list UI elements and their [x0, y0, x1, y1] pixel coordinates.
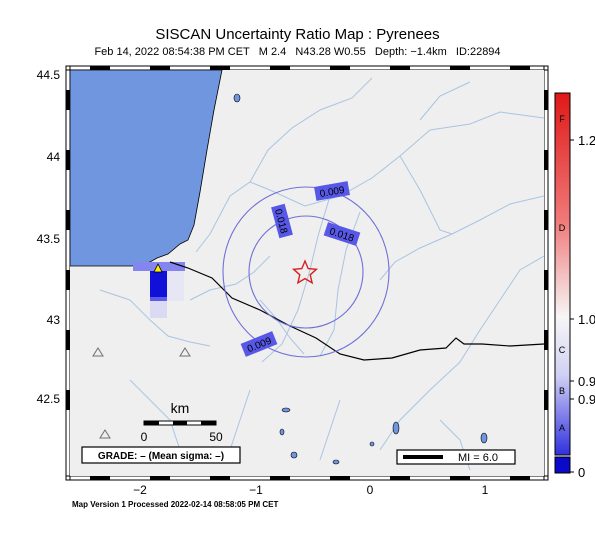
lat-label-44: 44: [46, 150, 60, 164]
lat-label-42-5: 42.5: [36, 392, 60, 406]
svg-text:D: D: [559, 223, 566, 233]
lon-label-1: 1: [481, 483, 489, 497]
svg-text:C: C: [559, 345, 566, 355]
lat-label-43: 43: [46, 313, 60, 327]
processing-footer: Map Version 1 Processed 2022-02-14 08:58…: [72, 500, 279, 509]
svg-text:km: km: [171, 400, 190, 416]
event-info: Feb 14, 2022 08:54:38 PM CET M 2.4 N43.2…: [94, 46, 501, 58]
svg-text:F: F: [559, 114, 565, 124]
reservoirs: [233, 93, 488, 465]
svg-text:0.9: 0.9: [578, 374, 595, 389]
svg-text:50: 50: [209, 430, 223, 444]
lon-label-0: 0: [366, 483, 374, 497]
active-station-icon: [153, 263, 163, 273]
svg-text:MI = 6.0: MI = 6.0: [458, 452, 498, 464]
svg-text:A: A: [559, 423, 565, 433]
svg-text:0.9: 0.9: [578, 392, 595, 407]
grade-box: GRADE: – (Mean sigma: –): [81, 446, 241, 464]
svg-text:0: 0: [141, 430, 148, 444]
lat-label-43-5: 43.5: [36, 232, 60, 246]
lat-label-44-5: 44.5: [36, 68, 60, 82]
svg-text:0.009: 0.009: [319, 185, 346, 200]
frame-tick-fills: [66, 66, 548, 480]
contours: [222, 186, 390, 358]
map-title: SISCAN Uncertainty Ratio Map : Pyrenees: [155, 26, 440, 43]
mi-legend: MI = 6.0: [396, 449, 516, 465]
epicenter-star-icon: [291, 259, 319, 285]
lon-label-minus-1: −1: [249, 483, 263, 497]
contour-label-0: 0.009: [314, 181, 350, 201]
lon-label-minus-2: −2: [133, 483, 147, 497]
colorbar: F D C B A 1.2 1.0 0.9 0.9 0: [554, 92, 595, 480]
svg-text:1.0: 1.0: [578, 312, 595, 327]
station-markers: [92, 347, 191, 439]
svg-text:0: 0: [578, 465, 585, 480]
svg-text:GRADE: – (Mean sigma: –): GRADE: – (Mean sigma: –): [98, 451, 224, 462]
scale-bar: km 0 50: [141, 400, 223, 444]
svg-text:1.2: 1.2: [578, 133, 595, 148]
svg-text:B: B: [559, 386, 565, 396]
